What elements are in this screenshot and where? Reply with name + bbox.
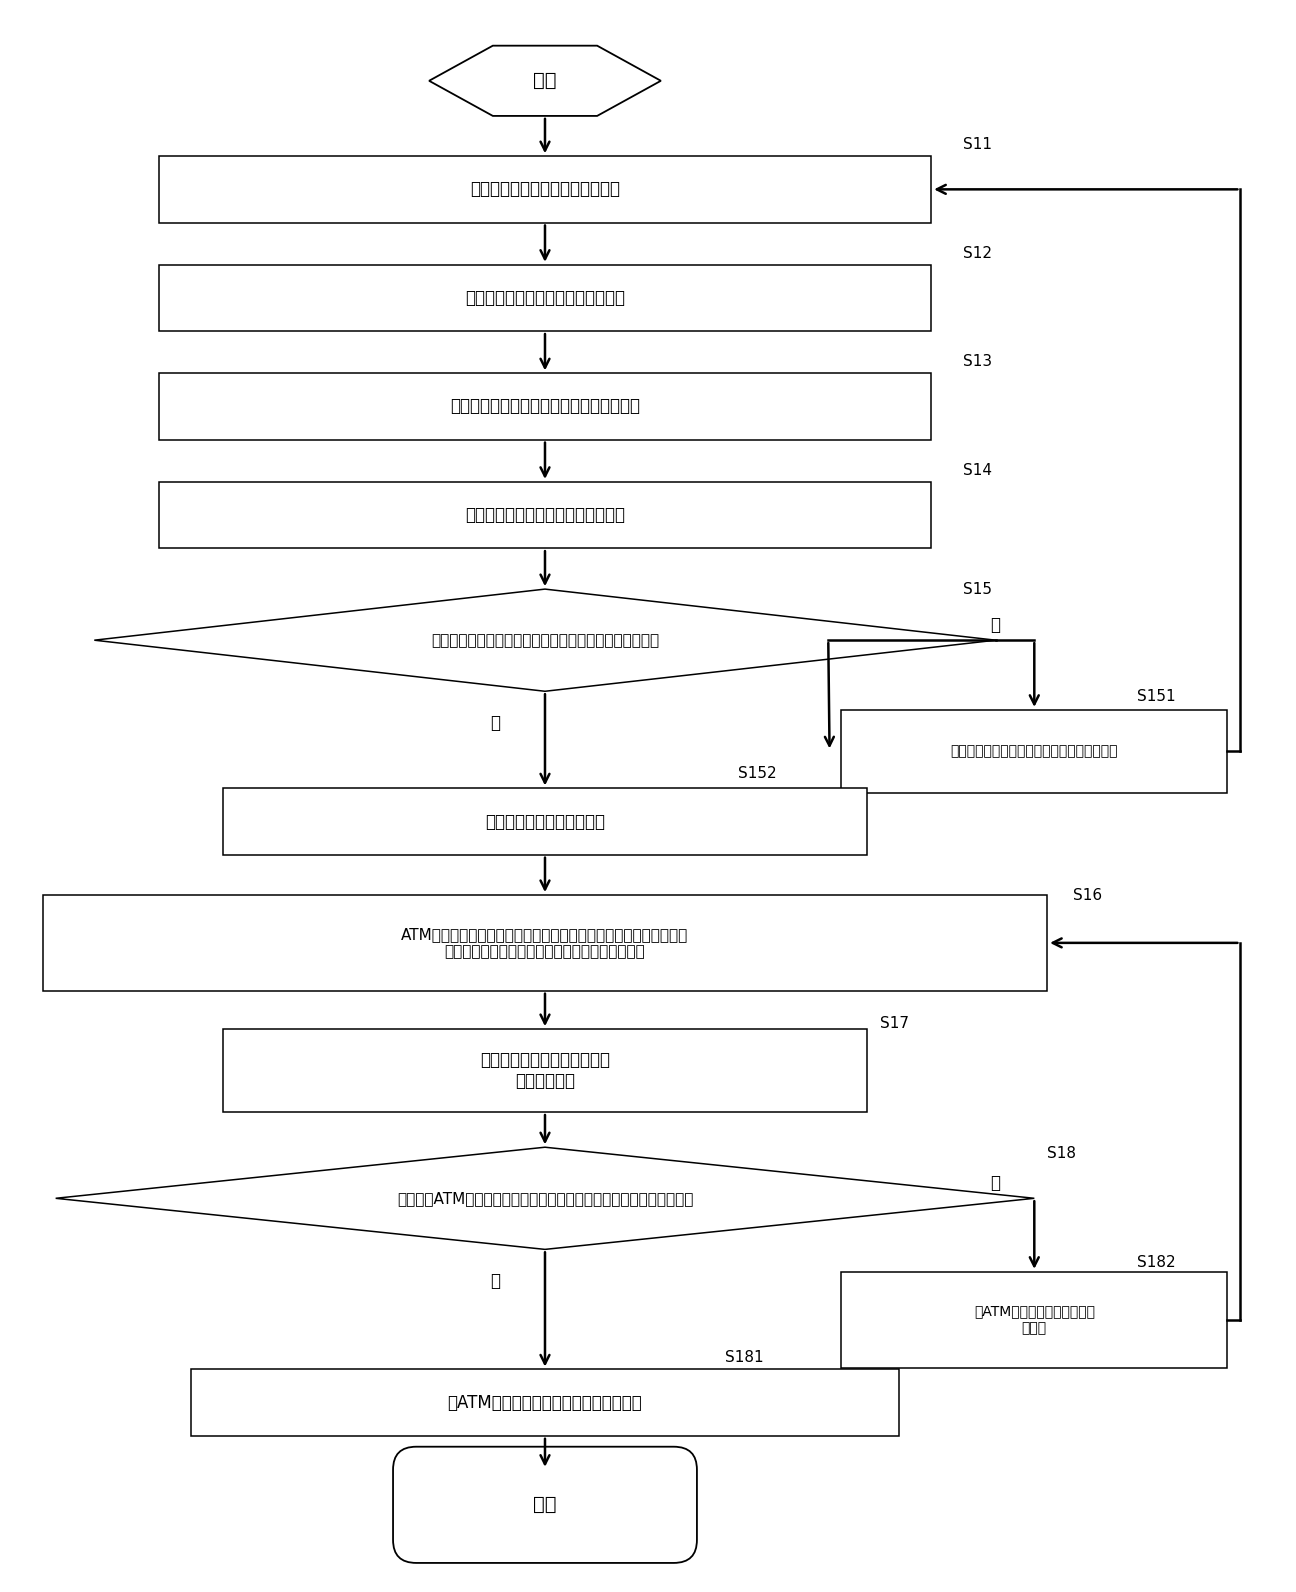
Bar bbox=[223, 1028, 867, 1113]
Bar bbox=[191, 1369, 899, 1436]
Text: S11: S11 bbox=[963, 137, 993, 153]
Text: 是: 是 bbox=[490, 1272, 500, 1291]
Text: S181: S181 bbox=[726, 1350, 763, 1366]
Text: 开始: 开始 bbox=[533, 72, 557, 91]
Text: S182: S182 bbox=[1138, 1254, 1175, 1270]
Text: S152: S152 bbox=[739, 766, 776, 780]
Text: 交易: 交易 bbox=[533, 1495, 557, 1514]
Text: 获取发送短信的移动终端的卡号信息: 获取发送短信的移动终端的卡号信息 bbox=[465, 288, 625, 307]
FancyBboxPatch shape bbox=[393, 1447, 697, 1563]
Bar bbox=[841, 710, 1227, 793]
Text: 获取与该移动终端的卡号绑定的银行卡信息: 获取与该移动终端的卡号绑定的银行卡信息 bbox=[450, 398, 640, 416]
Text: 验证所述ATM机发送的认证码与该银行卡信息相对应的认证码是否相同: 验证所述ATM机发送的认证码与该银行卡信息相对应的认证码是否相同 bbox=[397, 1191, 693, 1205]
Text: S15: S15 bbox=[963, 581, 993, 597]
Bar bbox=[158, 264, 932, 331]
Text: S18: S18 bbox=[1047, 1146, 1076, 1161]
Text: S16: S16 bbox=[1073, 888, 1102, 903]
Text: S13: S13 bbox=[963, 355, 993, 369]
Text: 获取移动终端发送的预先验证短信: 获取移动终端发送的预先验证短信 bbox=[470, 180, 619, 199]
Text: 否: 否 bbox=[990, 1173, 1001, 1192]
Text: 否: 否 bbox=[990, 616, 1001, 634]
Bar bbox=[43, 895, 1047, 990]
Text: 向所述移动终端发送认证码: 向所述移动终端发送认证码 bbox=[485, 812, 605, 831]
Text: 提取验证短信中包含的交易密码信息: 提取验证短信中包含的交易密码信息 bbox=[465, 506, 625, 524]
Bar bbox=[158, 156, 932, 223]
Text: 验证所述交易密码与该银行卡所对应的交易密码是否相同: 验证所述交易密码与该银行卡所对应的交易密码是否相同 bbox=[432, 632, 660, 648]
Bar bbox=[158, 482, 932, 548]
Bar bbox=[223, 788, 867, 855]
Text: 是: 是 bbox=[490, 715, 500, 732]
Text: S17: S17 bbox=[880, 1016, 908, 1032]
Polygon shape bbox=[56, 1148, 1034, 1250]
Bar bbox=[841, 1272, 1227, 1368]
Bar bbox=[158, 373, 932, 439]
Text: S12: S12 bbox=[963, 245, 993, 261]
Text: S151: S151 bbox=[1138, 689, 1175, 704]
Text: 向ATM机发送交易者身份验证合格的指令: 向ATM机发送交易者身份验证合格的指令 bbox=[447, 1393, 643, 1412]
Text: 获取与所述银行卡信息相对应
的认证码信息: 获取与所述银行卡信息相对应 的认证码信息 bbox=[480, 1051, 610, 1091]
Text: ATM机获取用户插入的银行卡信息以及用户输入的认证码信息并将所
述银行卡信息和认证码信息发送给服务器进行验证: ATM机获取用户插入的银行卡信息以及用户输入的认证码信息并将所 述银行卡信息和认… bbox=[402, 927, 688, 958]
Polygon shape bbox=[95, 589, 995, 691]
Text: 向所述移动终端发送交易密码错误的报文信息: 向所述移动终端发送交易密码错误的报文信息 bbox=[950, 745, 1118, 758]
Text: 向ATM机发送认证码错误的报
文信息: 向ATM机发送认证码错误的报 文信息 bbox=[973, 1304, 1095, 1334]
Text: S14: S14 bbox=[963, 463, 993, 478]
